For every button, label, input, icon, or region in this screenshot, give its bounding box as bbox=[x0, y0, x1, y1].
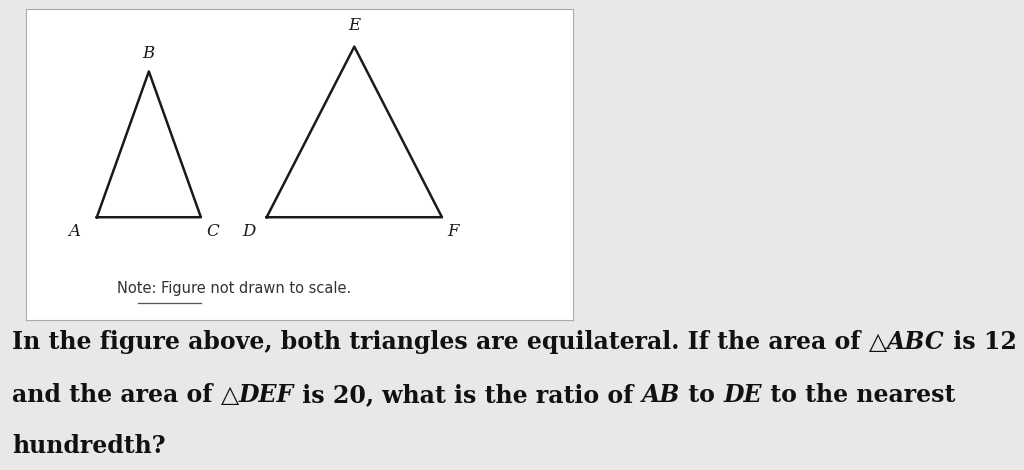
Text: B: B bbox=[142, 45, 155, 62]
Text: is 20, what is the ratio of: is 20, what is the ratio of bbox=[294, 383, 642, 407]
Text: D: D bbox=[243, 223, 256, 241]
Text: is 12: is 12 bbox=[945, 330, 1017, 354]
Text: A: A bbox=[69, 223, 81, 241]
Text: hundredth?: hundredth? bbox=[12, 434, 166, 458]
Text: to the nearest: to the nearest bbox=[762, 383, 955, 407]
Text: F: F bbox=[447, 223, 459, 241]
Text: Note: Figure not drawn to scale.: Note: Figure not drawn to scale. bbox=[117, 281, 351, 296]
Text: DE: DE bbox=[723, 383, 762, 407]
Text: DEF: DEF bbox=[239, 383, 294, 407]
Text: C: C bbox=[207, 223, 219, 241]
Text: E: E bbox=[348, 17, 360, 34]
Text: In the figure above, both triangles are equilateral. If the area of: In the figure above, both triangles are … bbox=[12, 330, 869, 354]
Text: AB: AB bbox=[642, 383, 680, 407]
Text: and the area of: and the area of bbox=[12, 383, 221, 407]
Text: △: △ bbox=[869, 330, 887, 354]
Text: ABC: ABC bbox=[887, 330, 945, 354]
Text: △: △ bbox=[221, 383, 239, 407]
Text: to: to bbox=[680, 383, 723, 407]
